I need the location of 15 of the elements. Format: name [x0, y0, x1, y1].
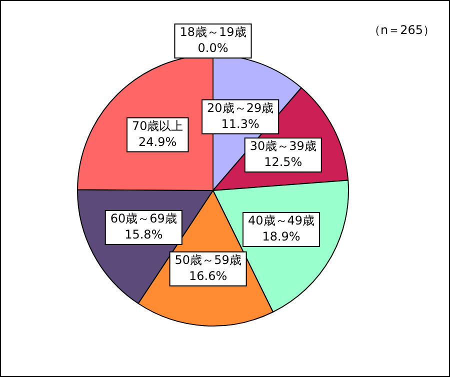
slice-label: 50歳～59歳 — [174, 253, 242, 268]
data-label: 16.6% — [189, 269, 228, 284]
data-label: 12.5% — [264, 155, 302, 170]
category-label: 18歳～19歳 — [180, 25, 246, 40]
data-label: 24.9% — [138, 134, 177, 149]
slice-label: 70歳以上 — [132, 118, 184, 133]
text: （n＝265） — [368, 23, 435, 38]
slice-label: 60歳～69歳 — [110, 212, 177, 226]
slice-label: 40歳～49歳 — [248, 214, 315, 228]
data-label: 15.8% — [124, 228, 163, 242]
slice-label: 20歳～29歳 — [207, 100, 274, 115]
slice-label: 30歳～39歳 — [250, 139, 316, 154]
data-label: 11.3% — [221, 116, 260, 131]
text: 0.0% — [198, 41, 228, 56]
data-label: 18.9% — [262, 230, 300, 244]
